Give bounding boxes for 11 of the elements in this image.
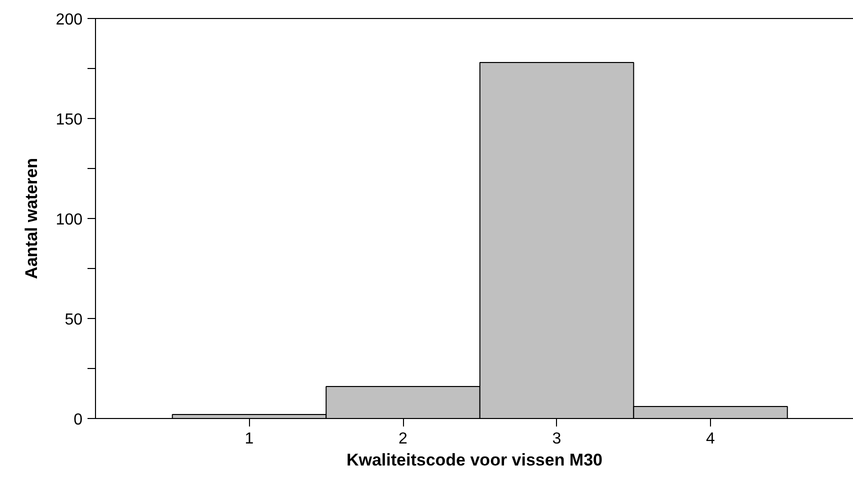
y-tick-label: 50 [64,312,83,328]
x-tick-label: 4 [706,430,716,448]
y-tick-label: 150 [56,112,83,128]
y-tick-label: 100 [56,212,83,228]
x-tick-label: 3 [552,430,562,448]
x-axis-title: Kwaliteitscode voor vissen M30 [346,450,603,470]
x-tick-label: 1 [244,430,254,448]
x-tick-label: 2 [398,430,408,448]
y-tick-label: 200 [56,12,83,28]
y-tick-label: 0 [74,412,83,428]
y-axis-title: Aantal wateren [22,158,41,279]
